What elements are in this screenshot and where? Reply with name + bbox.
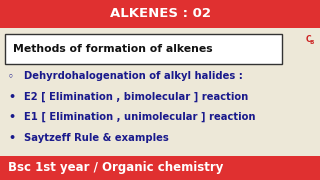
- Text: •: •: [8, 112, 15, 122]
- Text: 8: 8: [310, 40, 314, 45]
- Bar: [0, 0, 320, 28]
- Text: E1 [ Elimination , unimolecular ] reaction: E1 [ Elimination , unimolecular ] reacti…: [24, 112, 255, 122]
- FancyBboxPatch shape: [5, 34, 282, 64]
- Text: Bsc 1st year / Organic chemistry: Bsc 1st year / Organic chemistry: [8, 161, 223, 174]
- Text: E2 [ Elimination , bimolecular ] reaction: E2 [ Elimination , bimolecular ] reactio…: [24, 92, 248, 102]
- Text: •: •: [8, 92, 15, 102]
- Text: ALKENES : 02: ALKENES : 02: [109, 7, 211, 21]
- Text: C: C: [306, 35, 311, 44]
- Text: Saytzeff Rule & examples: Saytzeff Rule & examples: [24, 133, 169, 143]
- Text: Dehyrdohalogenation of alkyl halides :: Dehyrdohalogenation of alkyl halides :: [24, 71, 243, 81]
- Text: Methods of formation of alkenes: Methods of formation of alkenes: [13, 44, 212, 54]
- Text: ◦: ◦: [8, 72, 14, 81]
- Bar: [0, 156, 320, 180]
- Text: •: •: [8, 133, 15, 143]
